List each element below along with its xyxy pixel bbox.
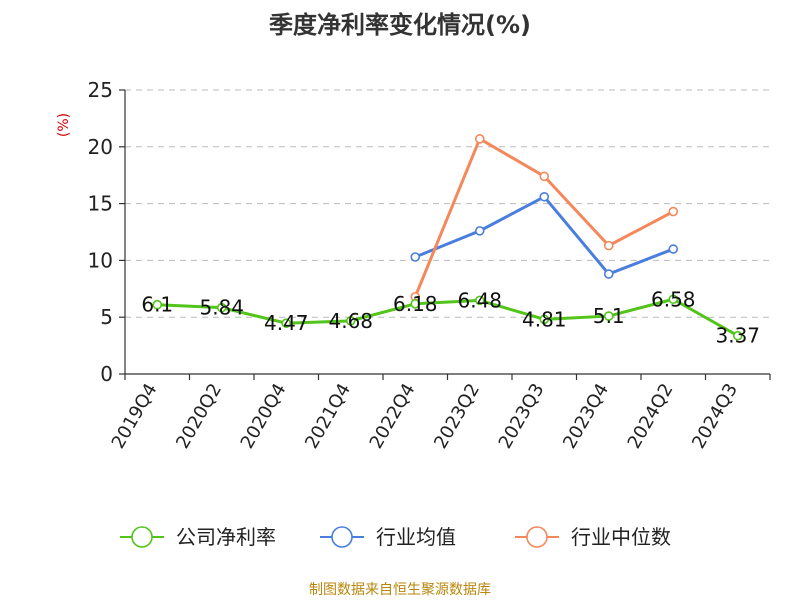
legend-label: 公司净利率 [176, 525, 276, 549]
data-labels: 6.1 5.84 4.47 4.68 6.18 6.48 4.81 5.1 6.58 3.37 [141, 287, 760, 347]
source-note: 制图数据来自恒生聚源数据库 [309, 582, 491, 598]
legend-marker [526, 526, 548, 548]
legend-marker [331, 526, 353, 548]
data-point [345, 316, 356, 326]
data-point [668, 294, 679, 305]
x-tick-label: 2021Q4 [301, 380, 355, 452]
data-point [668, 206, 679, 217]
data-label: 6.58 [651, 287, 696, 311]
data-label: 6.1 [141, 293, 173, 317]
data-point [474, 226, 485, 236]
x-tick-label: 2023Q2 [430, 380, 484, 452]
data-label: 4.81 [522, 307, 567, 331]
legend-label: 行业均值 [376, 525, 456, 549]
data-point [410, 252, 421, 262]
legend: 公司净利率 行业均值 行业中位数 [120, 525, 671, 549]
data-point [539, 171, 550, 182]
data-label: 5.84 [199, 296, 244, 320]
legend-label: 行业中位数 [571, 525, 671, 549]
x-tick-label: 2022Q4 [366, 380, 420, 452]
data-label: 4.68 [328, 309, 373, 333]
x-tick-label: 2020Q2 [172, 380, 226, 452]
data-point [539, 314, 550, 325]
data-point [603, 311, 614, 321]
x-tick-label: 2019Q4 [108, 380, 162, 452]
x-tick-label: 2023Q3 [495, 380, 549, 452]
data-label: 4.47 [264, 311, 309, 335]
data-point [410, 298, 421, 309]
data-point [732, 330, 743, 341]
series-line [157, 297, 739, 338]
axes [119, 89, 771, 380]
data-point [281, 318, 292, 329]
y-tick-label: 15 [88, 192, 113, 216]
data-point [539, 191, 550, 202]
x-tick-label: 2024Q3 [688, 380, 742, 452]
y-axis-label: (%) [56, 113, 72, 137]
data-label: 6.48 [457, 288, 502, 312]
data-point [474, 295, 485, 306]
y-tick-labels: 0 5 10 15 20 25 [88, 78, 113, 386]
x-tick-label: 2020Q4 [237, 380, 291, 452]
data-point [216, 302, 227, 313]
x-tick-labels: 2019Q4 2020Q2 2020Q4 2021Q4 2022Q4 2023Q2 2023… [108, 380, 742, 452]
data-point [603, 240, 614, 251]
data-point [474, 134, 485, 144]
data-label: 6.18 [393, 292, 438, 316]
y-tick-label: 20 [88, 135, 113, 159]
x-tick-label: 2024Q2 [624, 380, 678, 452]
y-tick-label: 10 [88, 248, 113, 272]
chart-title: 季度净利率变化情况(%) [269, 11, 531, 39]
y-tick-label: 5 [100, 305, 113, 329]
grid-lines [125, 89, 770, 318]
y-tick-label: 25 [88, 78, 113, 102]
data-point [668, 244, 679, 254]
data-label: 5.1 [593, 304, 625, 328]
x-tick-label: 2023Q4 [559, 380, 613, 452]
series-group [152, 134, 743, 341]
y-tick-label: 0 [100, 362, 113, 386]
data-point [603, 269, 614, 279]
series-line [413, 137, 674, 298]
data-label: 3.37 [715, 324, 760, 348]
data-point [152, 299, 163, 310]
legend-marker [131, 526, 153, 548]
series-line [414, 195, 674, 276]
